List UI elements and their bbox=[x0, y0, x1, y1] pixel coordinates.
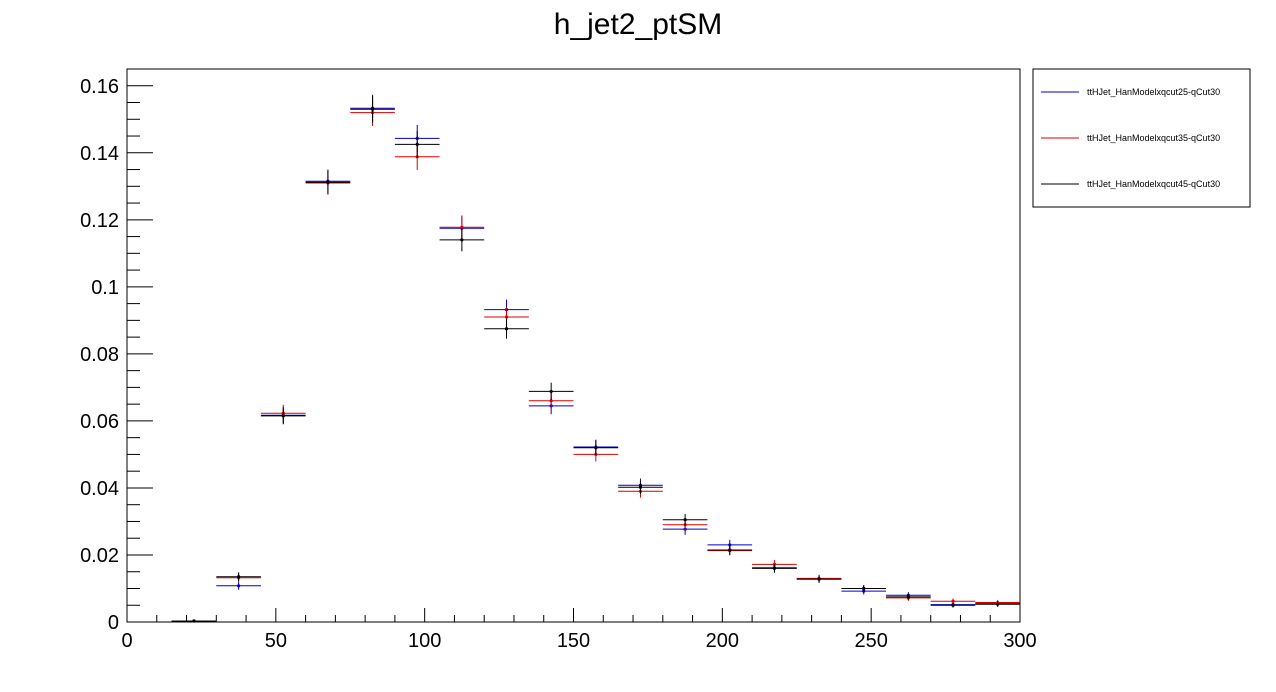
data-point bbox=[528, 382, 574, 401]
chart-title: h_jet2_ptSM bbox=[554, 8, 722, 41]
legend-entries: ttHJet_HanModelxqcut25-qCut30 ttHJet_HanM… bbox=[1041, 87, 1220, 189]
marker bbox=[281, 414, 285, 418]
y-tick-label: 0.1 bbox=[91, 277, 119, 299]
y-tick-label: 0.12 bbox=[80, 210, 119, 232]
marker bbox=[817, 577, 821, 581]
marker bbox=[237, 584, 241, 588]
x-tick-label: 50 bbox=[265, 630, 287, 652]
data-point bbox=[171, 619, 217, 623]
marker bbox=[906, 595, 910, 599]
data-point bbox=[707, 544, 753, 555]
x-tick-label: 150 bbox=[557, 630, 590, 652]
data-point bbox=[439, 228, 485, 252]
data-point bbox=[886, 593, 931, 600]
marker bbox=[594, 446, 598, 450]
y-axis: 0 0.02 0.04 0.06 0.08 0.1 0.12 0.14 0.16 bbox=[80, 76, 153, 634]
data-point bbox=[930, 602, 976, 608]
marker bbox=[951, 603, 955, 607]
data-point bbox=[930, 598, 976, 604]
marker bbox=[192, 619, 196, 623]
data-point bbox=[305, 170, 351, 195]
marker bbox=[996, 602, 1000, 606]
marker bbox=[504, 315, 509, 319]
marker bbox=[326, 180, 330, 184]
data-point bbox=[618, 480, 663, 494]
data-point bbox=[662, 514, 708, 526]
data-point bbox=[573, 440, 619, 456]
data-point bbox=[216, 572, 261, 582]
marker bbox=[728, 548, 732, 552]
marker bbox=[415, 142, 419, 147]
marker bbox=[460, 225, 464, 229]
marker bbox=[237, 575, 241, 579]
legend[interactable]: ttHJet_HanModelxqcut25-qCut30 ttHJet_HanM… bbox=[1032, 68, 1251, 208]
data-point bbox=[260, 407, 306, 425]
marker bbox=[549, 389, 553, 394]
x-tick-label: 200 bbox=[706, 630, 739, 652]
y-tick-label: 0.16 bbox=[80, 76, 119, 98]
y-tick-label: 0.06 bbox=[80, 411, 119, 433]
plot-frame bbox=[126, 68, 1021, 623]
marker bbox=[951, 599, 955, 603]
x-tick-label: 0 bbox=[121, 630, 132, 652]
legend-label-1: ttHJet_HanModelxqcut25-qCut30 bbox=[1087, 87, 1220, 97]
y-tick-label: 0 bbox=[108, 612, 119, 634]
marker bbox=[772, 566, 777, 570]
data-point bbox=[350, 95, 395, 123]
data-point bbox=[394, 131, 440, 158]
series-1 bbox=[171, 94, 1020, 623]
marker bbox=[504, 327, 509, 331]
data-point bbox=[484, 318, 529, 339]
legend-label-3: ttHJet_HanModelxqcut45-qCut30 bbox=[1087, 179, 1220, 189]
x-tick-label: 300 bbox=[1003, 630, 1036, 652]
data-series bbox=[171, 94, 1020, 623]
y-tick-label: 0.02 bbox=[80, 545, 119, 567]
y-tick-label: 0.08 bbox=[80, 344, 119, 366]
series-3 bbox=[171, 95, 1020, 623]
data-point bbox=[841, 585, 887, 592]
marker bbox=[460, 238, 464, 242]
y-tick-label: 0.04 bbox=[80, 478, 119, 500]
series-2 bbox=[171, 99, 1020, 623]
x-tick-label: 100 bbox=[408, 630, 441, 652]
marker bbox=[862, 586, 866, 591]
data-point bbox=[975, 601, 1020, 607]
marker bbox=[549, 399, 553, 403]
legend-label-2: ttHJet_HanModelxqcut35-qCut30 bbox=[1087, 133, 1220, 143]
marker bbox=[683, 518, 687, 522]
marker bbox=[370, 107, 375, 111]
data-point bbox=[752, 564, 797, 573]
marker bbox=[638, 485, 643, 489]
data-point bbox=[796, 575, 842, 583]
x-axis: 0 50 100 150 200 250 300 bbox=[121, 608, 1037, 652]
x-tick-label: 250 bbox=[854, 630, 887, 652]
y-tick-label: 0.14 bbox=[80, 143, 119, 165]
data-point bbox=[216, 581, 261, 590]
